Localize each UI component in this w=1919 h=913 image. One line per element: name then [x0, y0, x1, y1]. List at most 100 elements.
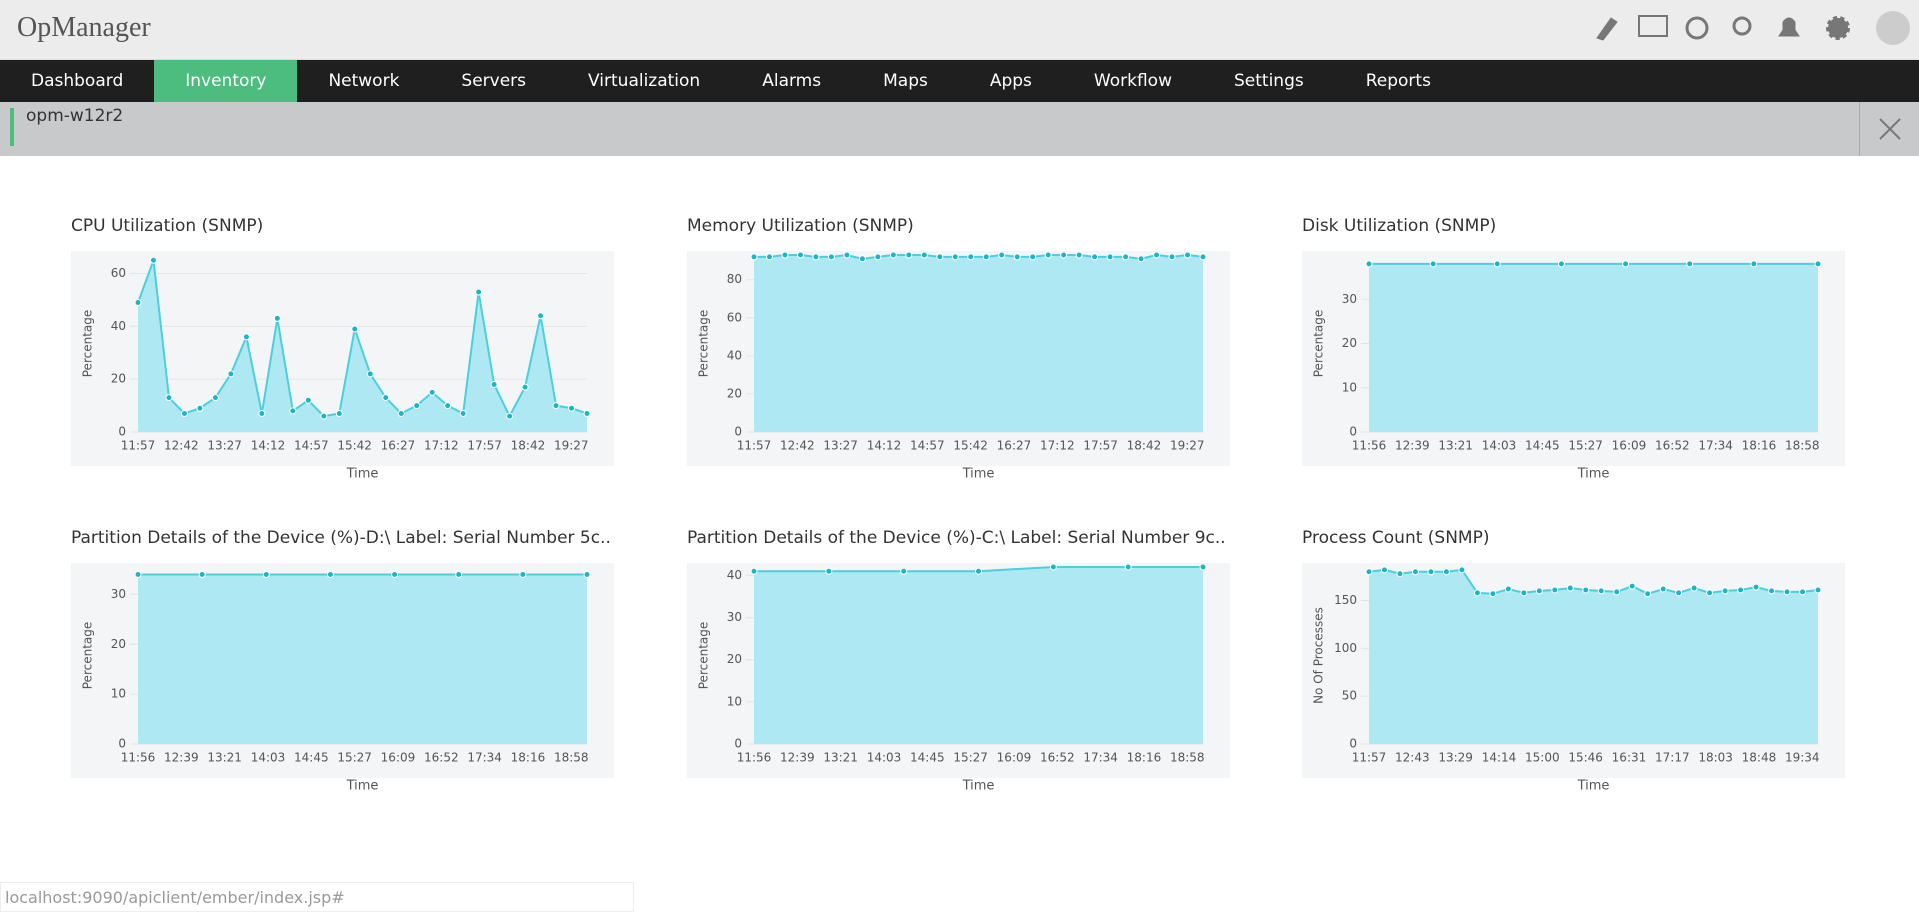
data-point: [1044, 251, 1052, 259]
data-point: [1675, 589, 1683, 597]
y-axis-label: No Of Processes: [1312, 607, 1326, 704]
x-tick-label: 11:56: [737, 751, 772, 765]
data-point: [552, 402, 560, 410]
data-point: [258, 410, 266, 418]
x-tick-label: 18:16: [1127, 751, 1162, 765]
data-point: [134, 299, 142, 307]
data-point: [1783, 588, 1791, 596]
x-tick-label: 15:27: [337, 751, 372, 765]
nav-item[interactable]: Dashboard: [31, 71, 124, 91]
y-tick-label: 20: [727, 386, 742, 400]
x-tick-label: 15:00: [1525, 751, 1560, 765]
data-point: [506, 412, 514, 420]
nav-item[interactable]: Servers: [461, 71, 527, 91]
data-point: [351, 325, 359, 333]
bell-icon[interactable]: [1778, 17, 1800, 37]
data-point: [1706, 589, 1714, 597]
x-tick-label: 12:42: [780, 439, 815, 453]
x-tick-label: 13:21: [823, 751, 858, 765]
settings-icon[interactable]: [1826, 16, 1850, 40]
y-tick-label: 50: [1342, 689, 1357, 703]
data-point: [1566, 584, 1574, 592]
x-tick-label: 11:57: [737, 439, 772, 453]
search-icon[interactable]: [1732, 16, 1752, 36]
data-point: [1137, 255, 1145, 263]
area-fill: [138, 260, 587, 432]
data-point: [1427, 568, 1435, 576]
x-tick-label: 17:34: [467, 751, 502, 765]
data-point: [843, 251, 851, 259]
x-tick-label: 17:57: [467, 439, 502, 453]
data-point: [827, 253, 835, 261]
data-point: [1365, 260, 1373, 268]
y-tick-label: 10: [111, 687, 126, 701]
data-point: [211, 394, 219, 402]
data-point: [490, 380, 498, 388]
x-axis-label: Time: [1577, 779, 1610, 794]
y-axis-label: Percentage: [81, 310, 95, 378]
support-icon[interactable]: [1685, 16, 1709, 40]
x-axis-label: Time: [346, 467, 379, 482]
chart: Process Count (SNMP) 0 50 100 150 No Of Proce…: [1302, 528, 1845, 794]
x-tick-label: 13:21: [1438, 439, 1473, 453]
x-tick-label: 13:27: [823, 439, 858, 453]
nav-item[interactable]: Virtualization: [588, 71, 701, 91]
nav-item[interactable]: Settings: [1233, 71, 1304, 91]
data-point: [750, 567, 758, 575]
nav-item[interactable]: Inventory: [154, 60, 298, 102]
nav-item[interactable]: Maps: [883, 71, 928, 91]
x-tick-label: 18:58: [554, 751, 589, 765]
y-tick-label: 30: [111, 587, 126, 601]
data-point: [1199, 253, 1207, 261]
area-fill: [754, 567, 1203, 744]
x-tick-label: 18:42: [1127, 439, 1162, 453]
x-tick-label: 14:45: [1525, 439, 1560, 453]
x-tick-label: 14:03: [1482, 439, 1517, 453]
data-point: [326, 570, 334, 578]
y-tick-label: 20: [1342, 336, 1357, 350]
data-point: [1768, 587, 1776, 595]
x-tick-label: 17:12: [424, 439, 459, 453]
data-point: [1622, 260, 1630, 268]
y-tick-label: 60: [111, 266, 126, 280]
user-avatar[interactable]: [1876, 11, 1910, 45]
present-icon[interactable]: [1638, 15, 1668, 37]
app-title: OpManager: [17, 12, 151, 43]
data-point: [1411, 568, 1419, 576]
y-tick-label: 60: [727, 310, 742, 324]
area-fill: [754, 255, 1203, 432]
nav-item[interactable]: Network: [328, 71, 400, 91]
data-point: [1091, 253, 1099, 261]
x-tick-label: 13:21: [207, 751, 242, 765]
x-tick-label: 14:03: [867, 751, 902, 765]
data-point: [1814, 260, 1822, 268]
x-tick-label: 12:42: [164, 439, 199, 453]
y-tick-label: 150: [1334, 593, 1357, 607]
nav-item[interactable]: Reports: [1365, 71, 1431, 91]
data-point: [951, 253, 959, 261]
y-tick-label: 30: [1342, 292, 1357, 306]
chart-title: Partition Details of the Device (%)-C:\ …: [687, 528, 1226, 548]
data-point: [1365, 568, 1373, 576]
x-tick-label: 14:12: [251, 439, 286, 453]
x-tick-label: 12:43: [1395, 751, 1430, 765]
chart-title: Memory Utilization (SNMP): [687, 216, 914, 236]
nav-item[interactable]: Apps: [989, 71, 1032, 91]
nav-item[interactable]: Workflow: [1093, 71, 1172, 91]
data-point: [165, 394, 173, 402]
status-bar: localhost:9090/apiclient/ember/index.jsp…: [0, 882, 634, 912]
x-tick-label: 16:52: [1040, 751, 1075, 765]
x-tick-label: 16:09: [1612, 439, 1647, 453]
data-point: [975, 567, 982, 575]
nav-item[interactable]: Alarms: [762, 71, 822, 91]
y-tick-label: 80: [727, 272, 742, 286]
data-point: [428, 388, 436, 396]
data-point: [1124, 563, 1132, 571]
x-axis-label: Time: [346, 779, 379, 794]
data-point: [765, 253, 773, 261]
rocket-icon[interactable]: [1596, 17, 1618, 41]
data-point: [1721, 587, 1729, 595]
x-tick-label: 19:34: [1785, 751, 1820, 765]
close-button[interactable]: [1859, 102, 1919, 156]
